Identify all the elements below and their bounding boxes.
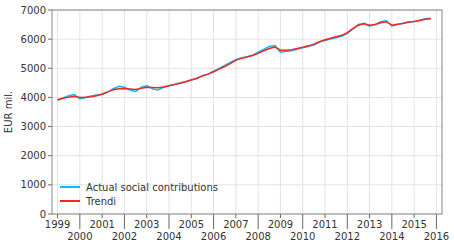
x-tick-label: 1999 xyxy=(45,219,70,230)
y-tick xyxy=(48,10,52,11)
x-tick xyxy=(79,214,80,229)
grid xyxy=(52,10,442,214)
y-tick-label: 3000 xyxy=(21,121,46,132)
y-tick xyxy=(48,214,52,215)
x-grid-line xyxy=(391,10,392,214)
y-tick-label: 4000 xyxy=(21,92,46,103)
x-tick xyxy=(258,214,259,229)
x-tick-label: 2000 xyxy=(67,231,92,242)
y-tick-label: 6000 xyxy=(21,34,46,45)
chart: 0100020003000400050006000700019992000200… xyxy=(0,0,454,252)
x-tick xyxy=(414,214,415,218)
x-grid-line xyxy=(235,10,236,214)
x-tick xyxy=(146,214,147,218)
x-tick-label: 2008 xyxy=(245,231,270,242)
axes: 0100020003000400050006000700019992000200… xyxy=(21,5,450,243)
x-tick-label: 2013 xyxy=(357,219,382,230)
x-grid-line xyxy=(79,10,80,214)
x-tick-label: 2001 xyxy=(89,219,114,230)
x-tick-label: 2011 xyxy=(312,219,337,230)
x-tick xyxy=(213,214,214,229)
x-tick-label: 2015 xyxy=(401,219,426,230)
x-tick xyxy=(169,214,170,229)
x-tick-label: 2014 xyxy=(379,231,404,242)
x-tick-label: 2002 xyxy=(112,231,137,242)
x-tick xyxy=(347,214,348,229)
x-tick xyxy=(369,214,370,218)
y-tick xyxy=(48,184,52,185)
x-tick xyxy=(302,214,303,229)
y-grid-line xyxy=(52,68,442,69)
series-line xyxy=(58,19,431,100)
legend-swatch xyxy=(60,186,80,188)
x-tick-label: 2010 xyxy=(290,231,315,242)
legend-label: Actual social contributions xyxy=(86,182,218,193)
x-tick xyxy=(57,214,58,218)
x-grid-line xyxy=(436,10,437,214)
x-tick-label: 2016 xyxy=(424,231,449,242)
x-tick-label: 2007 xyxy=(223,219,248,230)
x-grid-line xyxy=(414,10,415,214)
series-group xyxy=(58,18,431,100)
x-tick xyxy=(235,214,236,218)
x-grid-line xyxy=(258,10,259,214)
x-tick-label: 2009 xyxy=(268,219,293,230)
y-tick xyxy=(48,97,52,98)
legend: Actual social contributions Trendi xyxy=(60,182,218,207)
y-axis-label: EUR mil. xyxy=(3,91,14,133)
y-grid-line xyxy=(52,97,442,98)
x-tick-label: 2006 xyxy=(201,231,226,242)
x-grid-line xyxy=(302,10,303,214)
x-grid-line xyxy=(57,10,58,214)
x-grid-line xyxy=(347,10,348,214)
y-tick xyxy=(48,68,52,69)
y-tick xyxy=(48,126,52,127)
x-tick xyxy=(191,214,192,218)
y-tick-label: 2000 xyxy=(21,150,46,161)
y-tick xyxy=(48,155,52,156)
y-grid-line xyxy=(52,155,442,156)
x-tick xyxy=(102,214,103,218)
x-tick xyxy=(124,214,125,229)
x-tick xyxy=(391,214,392,229)
y-tick-label: 7000 xyxy=(21,5,46,16)
y-tick-label: 0 xyxy=(40,209,46,220)
y-tick-label: 5000 xyxy=(21,63,46,74)
x-grid-line xyxy=(280,10,281,214)
x-tick xyxy=(280,214,281,218)
x-tick xyxy=(436,214,437,229)
y-grid-line xyxy=(52,126,442,127)
x-tick-label: 2012 xyxy=(335,231,360,242)
x-tick-label: 2003 xyxy=(134,219,159,230)
y-tick xyxy=(48,39,52,40)
y-tick-label: 1000 xyxy=(21,179,46,190)
legend-label: Trendi xyxy=(85,196,116,207)
x-grid-line xyxy=(369,10,370,214)
x-tick-label: 2005 xyxy=(179,219,204,230)
x-tick xyxy=(325,214,326,218)
plot-frame xyxy=(52,10,442,214)
x-tick-label: 2004 xyxy=(156,231,181,242)
series-line xyxy=(58,18,431,100)
legend-swatch xyxy=(60,200,80,202)
y-grid-line xyxy=(52,39,442,40)
